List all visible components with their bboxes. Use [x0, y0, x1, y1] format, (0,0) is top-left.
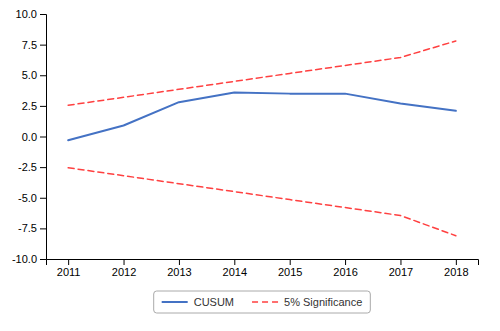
x-tick-mark	[234, 259, 235, 265]
lines	[68, 41, 456, 236]
x-tick: 2012	[112, 259, 136, 278]
y-tick-label: -7.5	[18, 222, 37, 234]
y-tick: 0.0	[22, 131, 46, 143]
x-tick: 2017	[389, 259, 413, 278]
x-tick-mark	[456, 259, 457, 265]
y-axis: -10.0 -7.5 -5.0 -2.5 0.0 2.5 5.0 7.5 10.0	[12, 8, 47, 265]
x-tick: 2013	[167, 259, 191, 278]
plot: 2011 2012 2013 2014 2015 2016 2017 2018 -10.0 -7.…	[12, 8, 479, 278]
y-tick: -10.0	[12, 253, 46, 265]
y-tick-label: 2.5	[22, 100, 37, 112]
y-axis-line	[40, 15, 47, 260]
x-tick-label: 2012	[112, 266, 136, 278]
y-tick-mark	[40, 259, 46, 260]
y-tick-label: -2.5	[18, 161, 37, 173]
x-tick-label: 2018	[444, 266, 468, 278]
x-tick-mark	[345, 259, 346, 265]
y-tick-label: 10.0	[16, 8, 37, 20]
x-tick-label: 2015	[278, 266, 302, 278]
x-tick: 2016	[333, 259, 357, 278]
y-tick-mark	[40, 167, 46, 168]
y-tick-label: 7.5	[22, 39, 37, 51]
legend-item: CUSUM	[162, 296, 234, 308]
x-tick-label: 2014	[223, 266, 247, 278]
legend-swatch	[252, 301, 278, 303]
x-tick-label: 2017	[389, 266, 413, 278]
legend-label: CUSUM	[194, 296, 234, 308]
x-tick-mark	[290, 259, 291, 265]
x-tick: 2011	[57, 259, 81, 278]
series-line	[68, 92, 456, 140]
y-tick-mark	[40, 75, 46, 76]
y-tick-mark	[40, 106, 46, 107]
x-tick: 2018	[444, 259, 468, 278]
x-tick: 2014	[223, 259, 247, 278]
x-tick-mark	[400, 259, 401, 265]
y-tick: 10.0	[16, 8, 46, 20]
x-tick-label: 2016	[333, 266, 357, 278]
legend-item: 5% Significance	[252, 296, 362, 308]
x-axis-line	[47, 260, 479, 266]
x-axis: 2011 2012 2013 2014 2015 2016 2017 2018	[47, 259, 479, 278]
y-tick: -2.5	[18, 161, 46, 173]
y-tick-label: -5.0	[18, 192, 37, 204]
x-tick-mark	[68, 259, 69, 265]
x-tick: 2015	[278, 259, 302, 278]
y-tick-label: 0.0	[22, 131, 37, 143]
y-tick-mark	[40, 228, 46, 229]
y-tick: -7.5	[18, 222, 46, 234]
legend-label: 5% Significance	[284, 296, 362, 308]
chart: 2011 2012 2013 2014 2015 2016 2017 2018 -10.0 -7.…	[0, 0, 500, 331]
legend: CUSUM 5% Significance	[154, 291, 371, 313]
series-line	[68, 168, 456, 236]
y-tick-label: 5.0	[22, 69, 37, 81]
y-tick-mark	[40, 137, 46, 138]
legend-swatch	[162, 301, 188, 303]
legend-frame	[154, 291, 371, 313]
x-tick-mark	[179, 259, 180, 265]
y-tick-label: -10.0	[12, 253, 37, 265]
y-tick-mark	[40, 198, 46, 199]
y-tick: 2.5	[22, 100, 46, 112]
y-tick-mark	[40, 14, 46, 15]
y-tick-mark	[40, 45, 46, 46]
y-tick: 5.0	[22, 69, 46, 81]
x-tick-label: 2013	[167, 266, 191, 278]
series-line	[68, 41, 456, 105]
y-tick: 7.5	[22, 39, 46, 51]
x-tick-label: 2011	[57, 266, 81, 278]
y-tick: -5.0	[18, 192, 46, 204]
x-tick-mark	[124, 259, 125, 265]
